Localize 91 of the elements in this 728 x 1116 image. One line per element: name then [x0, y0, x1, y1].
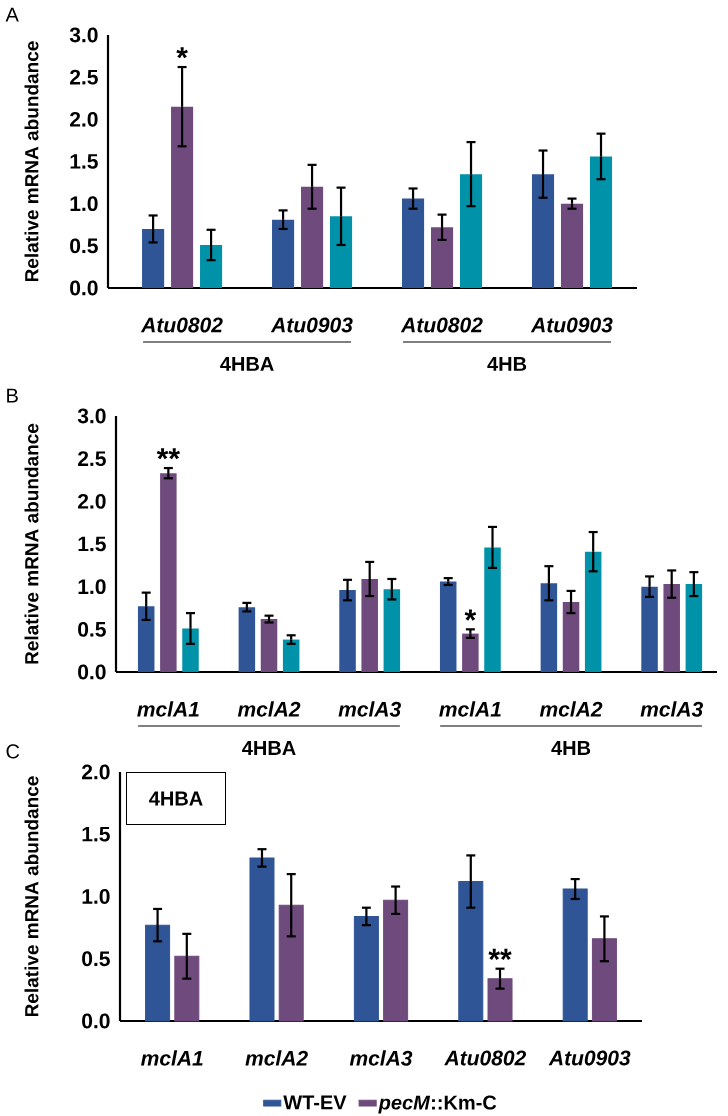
- y-tick-label: 1.0: [70, 196, 98, 212]
- x-tick-label: mclA3: [640, 701, 703, 717]
- bar: [487, 978, 513, 1022]
- x-tick-label: Atu0903: [530, 317, 613, 333]
- y-tick-label: 3.0: [69, 27, 98, 43]
- bar: [160, 473, 177, 672]
- bar: [459, 174, 483, 288]
- y-tick-label: 0.5: [70, 238, 98, 254]
- bar: [361, 578, 378, 672]
- bar: [531, 174, 555, 288]
- text: 4HB: [487, 357, 527, 371]
- bar: [562, 602, 580, 672]
- bar: [249, 857, 275, 1022]
- bar: [663, 584, 680, 672]
- y-tick-label: 2.5: [70, 69, 98, 85]
- bar: [484, 547, 501, 672]
- x-tick-label: mclA2: [539, 701, 603, 717]
- bar: [272, 219, 295, 288]
- x-tick-label: mclA2: [237, 701, 301, 717]
- y-tick-label: 3.0: [77, 408, 106, 424]
- bar: [260, 619, 278, 672]
- bar: [462, 633, 479, 672]
- x-tick-label: mclA3: [349, 1050, 413, 1066]
- x-tick-label: Atu0903: [548, 1050, 631, 1066]
- bar: [458, 881, 484, 1022]
- bar: [589, 156, 613, 288]
- bar: [439, 581, 457, 672]
- bar: [685, 584, 703, 672]
- bar: [278, 904, 304, 1022]
- y-tick-label: 2.0: [78, 493, 106, 509]
- x-tick-label: mclA2: [245, 1050, 308, 1066]
- bar: [137, 606, 155, 672]
- y-tick-label: 1.5: [82, 826, 110, 842]
- bar: [383, 899, 409, 1022]
- text: 4HBA: [242, 741, 296, 755]
- bar: [562, 888, 588, 1022]
- bar: [430, 227, 454, 288]
- y-tick-label: 2.0: [70, 111, 98, 127]
- x-tick-label: mclA1: [137, 701, 199, 717]
- text: 4HB: [551, 741, 591, 755]
- legend-label: WT-EV: [283, 1095, 347, 1110]
- bar: [540, 583, 558, 672]
- x-tick-label: Atu0802: [400, 317, 483, 333]
- annotation: *: [464, 609, 477, 621]
- chart-title: A: [5, 7, 19, 22]
- y-tick-label: 0.5: [82, 951, 110, 967]
- y-tick-label: 1.5: [78, 536, 106, 552]
- y-tick-label: 1.0: [78, 579, 106, 595]
- bar: [182, 628, 199, 672]
- bar: [383, 589, 401, 672]
- bar: [353, 915, 379, 1022]
- bar: [282, 639, 300, 672]
- bar: [641, 586, 658, 672]
- y-tick-label: 0.0: [70, 280, 98, 296]
- bar: [591, 938, 617, 1022]
- y-axis-title: Relative mRNA abundance: [24, 776, 39, 1017]
- text: 4HBA: [220, 357, 274, 371]
- y-tick-label: 2.5: [78, 451, 106, 467]
- x-tick-label: Atu0802: [444, 1050, 527, 1066]
- annotation: **: [156, 448, 180, 460]
- y-tick-label: 0.5: [78, 621, 106, 637]
- bar: [584, 551, 602, 672]
- bar: [402, 198, 425, 288]
- x-tick-label: mclA1: [141, 1050, 203, 1066]
- chart-title: C: [6, 744, 20, 759]
- legend-label: pecM::Km-C: [378, 1095, 497, 1114]
- y-tick-label: 2.0: [82, 764, 110, 780]
- bar: [238, 607, 256, 672]
- bar: [301, 186, 324, 288]
- chart-title: B: [7, 388, 18, 403]
- x-tick-label: Atu0903: [270, 317, 353, 333]
- bar: [142, 228, 165, 288]
- bar: [174, 955, 200, 1022]
- y-axis-title: Relative mRNA abundance: [24, 41, 39, 282]
- bar: [200, 244, 223, 288]
- bar: [560, 203, 584, 288]
- annotation: *: [176, 47, 188, 59]
- y-tick-label: 0.0: [78, 664, 106, 680]
- y-axis-title: Relative mRNA abundance: [24, 423, 39, 664]
- x-tick-label: mclA1: [439, 701, 501, 717]
- x-tick-label: Atu0802: [140, 317, 223, 333]
- bar: [171, 106, 194, 288]
- y-tick-label: 0.0: [82, 1013, 110, 1029]
- y-tick-label: 1.5: [70, 154, 98, 169]
- bar: [145, 924, 171, 1022]
- x-tick-label: mclA3: [338, 701, 401, 717]
- y-tick-label: 1.0: [82, 889, 110, 904]
- annotation: **: [488, 948, 512, 961]
- bar: [330, 216, 353, 288]
- annotation: 4HBA: [149, 791, 203, 806]
- bar: [339, 590, 356, 672]
